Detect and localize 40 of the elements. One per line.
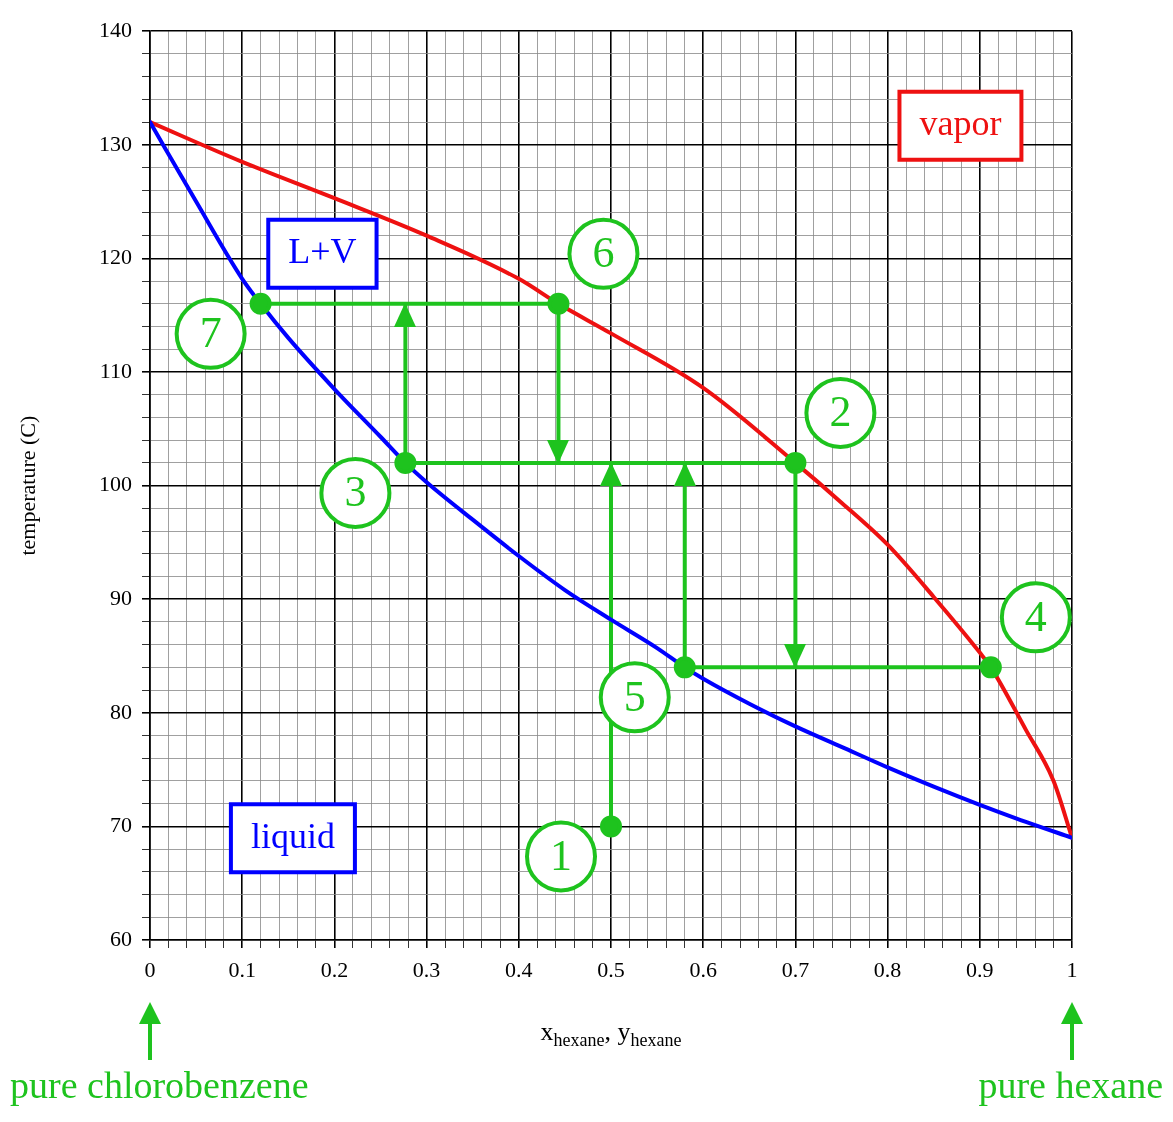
y-tick-label: 80 bbox=[110, 698, 132, 724]
y-tick-label: 70 bbox=[110, 812, 132, 838]
point bbox=[249, 292, 272, 315]
annotation: 6 bbox=[592, 228, 615, 278]
y-tick-label: 120 bbox=[99, 244, 132, 270]
annotation: vapor bbox=[919, 103, 1002, 144]
x-tick-label: 0.9 bbox=[966, 956, 994, 982]
annotation: 5 bbox=[623, 671, 646, 721]
annotation: 2 bbox=[829, 387, 852, 437]
point bbox=[784, 451, 807, 474]
x-tick-label: 0.5 bbox=[597, 956, 625, 982]
x-tick-label: 1 bbox=[1066, 956, 1078, 982]
annotation: 1 bbox=[550, 830, 572, 880]
point bbox=[673, 656, 696, 679]
x-tick-label: 0.6 bbox=[689, 956, 717, 982]
annotation: 3 bbox=[344, 467, 367, 517]
x-tick-label: 0.7 bbox=[781, 956, 810, 982]
y-tick-label: 90 bbox=[110, 584, 132, 610]
point bbox=[600, 815, 622, 838]
x-tick-label: 0.2 bbox=[320, 956, 349, 982]
x-tick-label: 0.1 bbox=[228, 956, 256, 982]
x-tick-label: 0.3 bbox=[412, 956, 441, 982]
x-tick-label: 0.8 bbox=[873, 956, 902, 982]
text: pure hexane bbox=[978, 1063, 1163, 1106]
y-tick-label: 130 bbox=[99, 130, 132, 156]
point bbox=[394, 451, 417, 474]
x-tick-label: 0 bbox=[144, 956, 156, 982]
text: pure chlorobenzene bbox=[9, 1063, 309, 1106]
y-tick-label: 110 bbox=[99, 357, 132, 383]
annotation: 4 bbox=[1024, 591, 1047, 641]
x-tick-label: 0.4 bbox=[505, 956, 533, 982]
annotation: 7 bbox=[199, 308, 222, 358]
point bbox=[547, 292, 570, 315]
point bbox=[979, 656, 1002, 679]
annotation: L+V bbox=[288, 231, 357, 272]
y-tick-label: 100 bbox=[99, 471, 132, 497]
y-tick-label: 140 bbox=[99, 16, 132, 42]
annotation: liquid bbox=[250, 815, 335, 856]
y-axis-title: temperature (C) bbox=[14, 415, 40, 556]
y-tick-label: 60 bbox=[110, 925, 132, 951]
